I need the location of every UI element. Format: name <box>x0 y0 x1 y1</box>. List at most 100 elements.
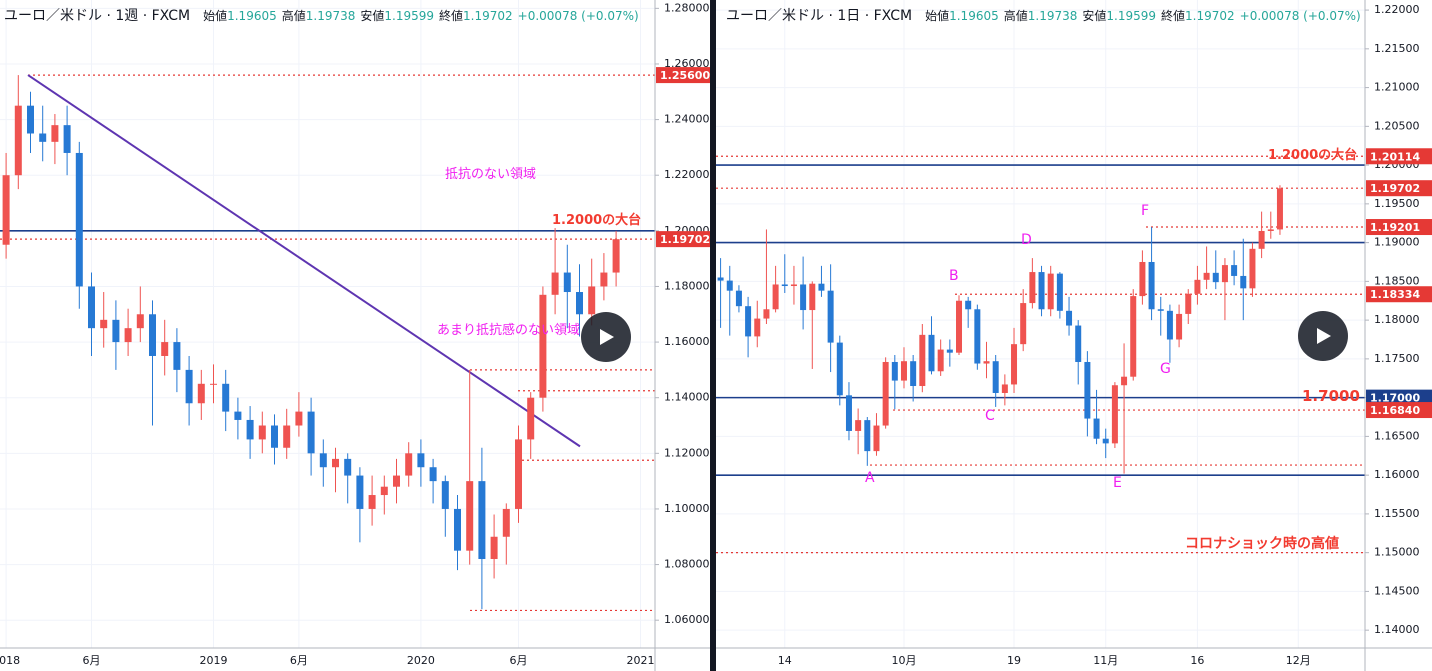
x-tick-label: 14 <box>778 654 792 667</box>
field-name: 終値 <box>1161 9 1186 23</box>
field-name: 高値 <box>1003 9 1028 23</box>
candle-body <box>88 286 95 329</box>
point-label: G <box>1160 361 1171 377</box>
candle-body <box>588 286 596 315</box>
candle-body <box>1249 248 1256 289</box>
candle-body <box>1212 272 1219 283</box>
candle-body <box>222 383 230 412</box>
y-tick-label: 1.15500 <box>1374 507 1420 520</box>
candle-body <box>27 105 34 134</box>
annotation: 1.2000の大台 <box>1268 148 1358 163</box>
candle-body <box>1194 279 1201 294</box>
candle-body <box>100 319 108 329</box>
candle-body <box>1075 325 1082 362</box>
point-label: B <box>949 268 959 284</box>
candle-body <box>763 309 770 319</box>
candle-body <box>1102 438 1109 444</box>
price-tag-label: 1.19702 <box>1370 182 1420 195</box>
field-value: 1.19738 <box>1027 9 1078 23</box>
price-axis <box>655 0 710 648</box>
candle-body <box>527 397 535 440</box>
y-tick-label: 1.10000 <box>664 502 710 515</box>
y-tick-label: 1.17500 <box>1374 352 1420 365</box>
candle-body <box>928 334 935 372</box>
candle-body <box>14 105 22 176</box>
candle-body <box>1047 273 1054 310</box>
candle-body <box>271 425 278 448</box>
candle-body <box>161 342 169 356</box>
y-tick-label: 1.16000 <box>664 335 710 348</box>
candle-body <box>864 420 871 452</box>
play-icon <box>1317 328 1331 344</box>
price-tag-label: 1.19702 <box>660 233 710 246</box>
candle-body <box>845 395 852 431</box>
point-label: D <box>1021 232 1032 248</box>
candle-body <box>1066 310 1073 326</box>
candle-body <box>502 508 510 537</box>
candle-body <box>173 342 181 370</box>
candle-body <box>1111 385 1118 444</box>
annotation: 抵抗のない領域 <box>445 167 537 182</box>
price-tag <box>1366 402 1432 419</box>
candle-body <box>726 280 733 291</box>
field-value: 1.19702 <box>463 9 513 23</box>
candle-body <box>149 314 156 356</box>
field-value: 1.19599 <box>1106 9 1157 23</box>
y-tick-label: 1.21500 <box>1374 42 1420 55</box>
y-tick-label: 1.16000 <box>1374 468 1420 481</box>
price-tag <box>1366 148 1432 165</box>
x-tick-label: 6月 <box>290 654 308 667</box>
candle-body <box>717 277 724 281</box>
candle-body <box>1084 361 1091 419</box>
candle-body <box>983 361 990 364</box>
candle-body <box>772 284 779 310</box>
candle-body <box>1203 272 1210 280</box>
field-value: 1.19605 <box>227 9 277 23</box>
price-tag <box>656 67 710 84</box>
annotation: コロナショック時の高値 <box>1185 536 1339 552</box>
candle-body <box>356 475 364 509</box>
candle-body <box>1258 230 1265 249</box>
candle-body <box>818 283 825 291</box>
candle-body <box>1093 418 1100 439</box>
candle-body <box>1121 376 1128 386</box>
candle-body <box>1011 344 1018 385</box>
candle-body <box>429 467 437 482</box>
price-tag-label: 1.20114 <box>1370 150 1420 163</box>
candle-body <box>307 411 315 454</box>
price-tag <box>1366 286 1432 303</box>
candle-body <box>992 361 999 393</box>
candle-body <box>1020 303 1027 345</box>
field-name: 終値 <box>439 9 464 23</box>
y-tick-label: 1.24000 <box>664 113 710 126</box>
candle-body <box>612 239 620 273</box>
candle-body <box>873 425 880 452</box>
candle-body <box>809 283 816 311</box>
play-button[interactable] <box>581 312 631 362</box>
point-label: C <box>985 408 995 424</box>
play-button[interactable] <box>1298 311 1348 361</box>
trendline <box>27 74 581 448</box>
candle-body <box>974 309 981 364</box>
candle-body <box>800 284 807 311</box>
price-tag-label: 1.17000 <box>1370 392 1420 405</box>
candle-body <box>1267 229 1274 231</box>
y-tick-label: 1.21000 <box>1374 81 1420 94</box>
annotation: 1.2000の大台 <box>552 213 642 228</box>
y-tick-label: 1.08000 <box>664 558 710 571</box>
header: ユーロ／米ドル · 1週 · FXCM 始値1.19605 高値1.19738 安値1… <box>4 5 639 25</box>
annotation: あまり抵抗感のない領域 <box>437 323 581 338</box>
field-name: 安値 <box>1082 9 1107 23</box>
candle-body <box>319 453 327 468</box>
header-title: ユーロ／米ドル · 1週 · FXCM <box>4 8 191 24</box>
candle-body <box>1130 296 1137 377</box>
candle-body <box>1221 265 1228 283</box>
x-tick-label: 2021 <box>627 654 655 667</box>
x-tick-label: 11月 <box>1093 654 1118 667</box>
candle-body <box>515 439 522 509</box>
candle-body <box>600 272 608 287</box>
candle-body <box>295 411 303 426</box>
y-tick-label: 1.16500 <box>1374 429 1420 442</box>
candle-body <box>2 175 10 245</box>
